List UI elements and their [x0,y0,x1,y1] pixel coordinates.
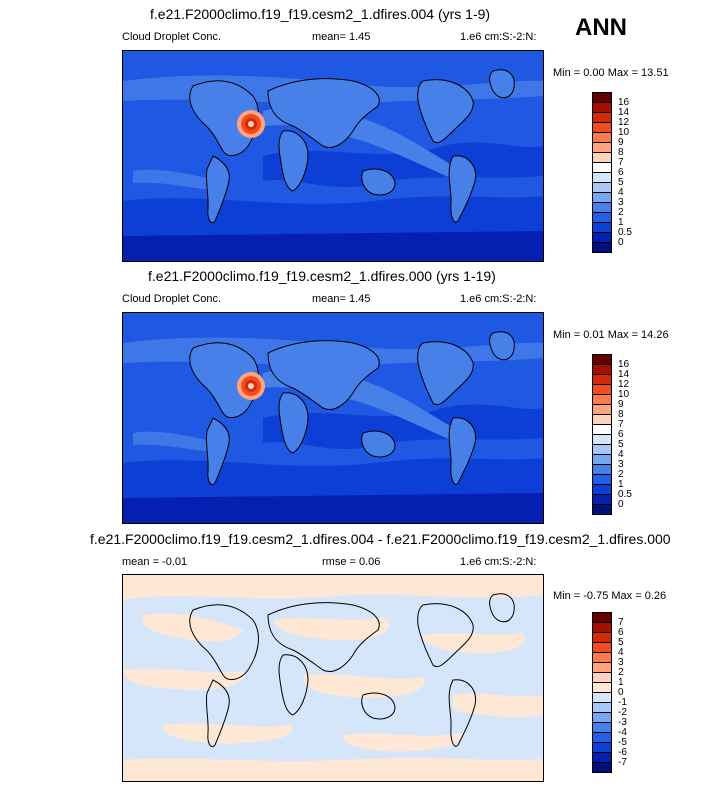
colorbar-label: 9 [618,399,624,410]
panel-2-units: 1.e6 cm:S:-2:N: [460,293,537,305]
panel-3-rmse: rmse = 0.06 [322,556,381,568]
colorbar-label: 10 [618,127,630,138]
panel-1-mean: mean= 1.45 [312,31,371,43]
panel-1-units: 1.e6 cm:S:-2:N: [460,31,537,43]
colorbar-label: 8 [618,409,624,420]
colorbar-label: 16 [618,359,630,370]
panel-1-variable: Cloud Droplet Conc. [122,31,222,43]
colorbar-label: 0 [618,237,624,248]
colorbar-label: 3 [618,657,624,668]
panel-3-title: f.e21.F2000climo.f19_f19.cesm2_1.dfires.… [90,531,671,547]
colorbar-label: 7 [618,617,624,628]
colorbar-label: 0.5 [618,227,632,238]
colorbar-label: 2 [618,667,624,678]
colorbar-label: 1 [618,677,624,688]
panel-3-contour-map [123,575,543,781]
colorbar-label: 6 [618,627,624,638]
panel-1-contour-map [123,51,543,261]
colorbar-label: -3 [618,717,627,728]
colorbar-label: 4 [618,449,624,460]
season-label: ANN [575,14,627,41]
colorbar-label: 6 [618,429,624,440]
panel-3-minmax: Min = -0.75 Max = 0.26 [553,590,667,602]
colorbar-label: 5 [618,177,624,188]
colorbar-label: 7 [618,419,624,430]
panel-3-map [122,574,544,782]
colorbar-label: 14 [618,369,630,380]
colorbar-label: 2 [618,469,624,480]
colorbar-label: 7 [618,157,624,168]
colorbar-label: 12 [618,379,630,390]
panel-2-mean: mean= 1.45 [312,293,371,305]
panel-1-title: f.e21.F2000climo.f19_f19.cesm2_1.dfires.… [150,6,491,22]
colorbar-label: 0.5 [618,489,632,500]
colorbar-label: 9 [618,137,624,148]
colorbar-label: -5 [618,737,627,748]
colorbar-label: 0 [618,499,624,510]
colorbar-label: 14 [618,107,630,118]
colorbar-label: 8 [618,147,624,158]
panel-3-units: 1.e6 cm:S:-2:N: [460,556,537,568]
panel-1-minmax: Min = 0.00 Max = 13.51 [553,67,669,79]
colorbar-label: 12 [618,117,630,128]
colorbar-label: 6 [618,167,624,178]
colorbar-label: 1 [618,217,624,228]
colorbar-label: 2 [618,207,624,218]
colorbar-label: 5 [618,637,624,648]
colorbar-label: 3 [618,197,624,208]
colorbar-label: -1 [618,697,627,708]
panel-3-mean: mean = -0.01 [122,556,188,568]
colorbar-label: -7 [618,757,627,768]
colorbar-label: 16 [618,97,630,108]
colorbar-label: 4 [618,187,624,198]
colorbar-label: 10 [618,389,630,400]
colorbar-label: 0 [618,687,624,698]
colorbar-label: 5 [618,439,624,450]
colorbar-label: -6 [618,747,627,758]
panel-1-map [122,50,544,262]
colorbar-label: -4 [618,727,627,738]
colorbar-label: 4 [618,647,624,658]
colorbar-label: 3 [618,459,624,470]
panel-2-variable: Cloud Droplet Conc. [122,293,222,305]
colorbar-label: 1 [618,479,624,490]
panel-2-map [122,312,544,524]
colorbar-label: -2 [618,707,627,718]
panel-2-minmax: Min = 0.01 Max = 14.26 [553,329,669,341]
panel-2-contour-map [123,313,543,523]
panel-2-title: f.e21.F2000climo.f19_f19.cesm2_1.dfires.… [148,268,496,284]
